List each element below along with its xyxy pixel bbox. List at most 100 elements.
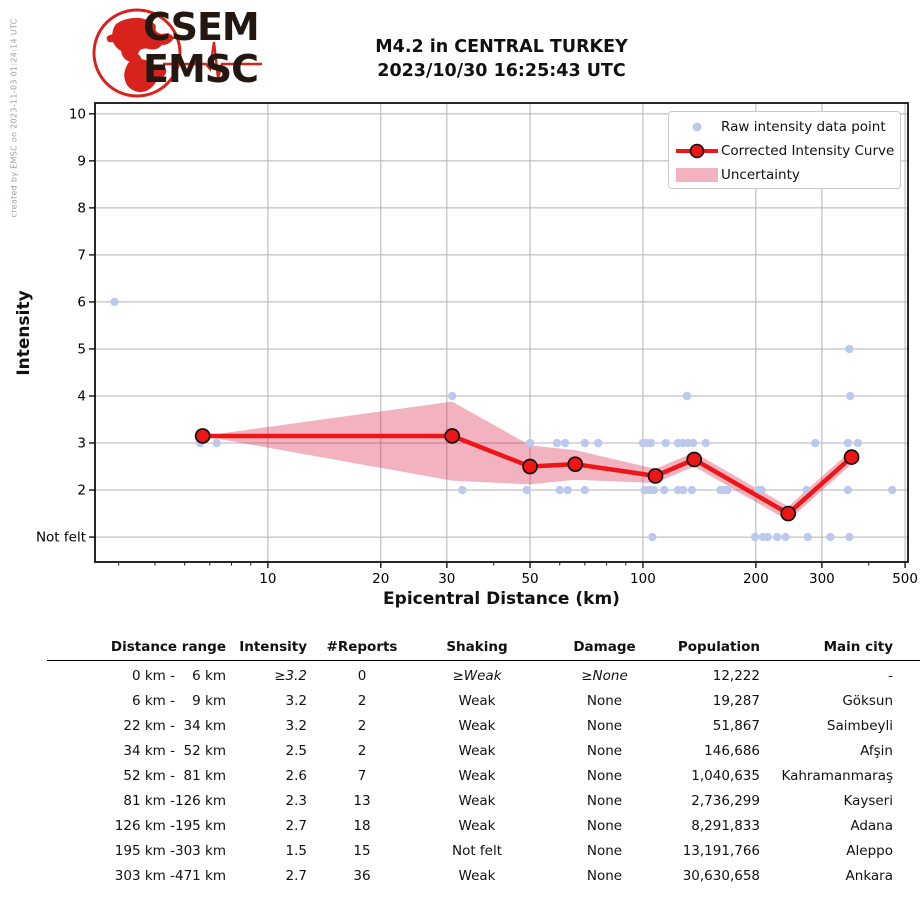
- cell-range-to: 195 km: [175, 817, 227, 834]
- cell-main-city: Kayseri: [843, 792, 893, 809]
- header-distance-range: Distance range: [110, 639, 226, 655]
- curve-point: [522, 458, 538, 475]
- cell-shaking: Weak: [458, 692, 496, 709]
- raw-point: [811, 438, 820, 448]
- table-row: 0 km - 6 km ≥3.2 0 ≥Weak ≥None 12,222 -: [47, 663, 920, 688]
- cell-range-from: 81 km -: [123, 792, 175, 809]
- x-tick-label: 100: [630, 571, 656, 587]
- cell-reports: 18: [353, 817, 371, 834]
- cell-range-to: 303 km: [175, 842, 227, 859]
- cell-shaking: Weak: [458, 867, 496, 884]
- cell-reports: 2: [357, 717, 367, 734]
- cell-range-from: 52 km -: [123, 767, 175, 784]
- cell-reports: 13: [353, 792, 371, 809]
- raw-point: [678, 485, 688, 495]
- raw-point: [552, 438, 562, 448]
- raw-point: [723, 485, 732, 495]
- cell-intensity: 1.5: [285, 842, 307, 859]
- legend-label-curve: Corrected Intensity Curve: [721, 143, 895, 159]
- legend-item-uncertainty: Uncertainty: [673, 163, 900, 187]
- raw-point: [580, 485, 590, 495]
- uncertainty-swatch-icon: [673, 165, 721, 185]
- cell-damage: None: [586, 717, 623, 734]
- curve-point: [780, 505, 797, 522]
- cell-main-city: Ankara: [845, 867, 893, 884]
- y-tick-label: 2: [77, 483, 86, 499]
- cell-damage: None: [586, 767, 623, 784]
- impact-table: Distance range Intensity #Reports Shakin…: [47, 636, 920, 888]
- cell-shaking: Not felt: [451, 842, 503, 859]
- y-tick-label: Not felt: [36, 530, 86, 546]
- cell-damage: None: [586, 842, 623, 859]
- globe-icon: [92, 8, 262, 98]
- cell-range-to: 6 km: [192, 667, 226, 684]
- logo-line-csem: CSEM: [143, 5, 260, 49]
- raw-point-swatch-icon: [673, 117, 721, 137]
- seismogram-trace-icon: [163, 41, 262, 79]
- plot-border: [94, 102, 909, 563]
- cell-population: 1,040,635: [691, 767, 760, 784]
- cell-range-to: 81 km: [183, 767, 226, 784]
- table-row: 81 km -126 km 2.3 13 Weak None 2,736,299 Kayse…: [47, 788, 920, 813]
- cell-intensity: 2.5: [285, 742, 307, 759]
- table-row: 22 km - 34 km 3.2 2 Weak None 51,867 Saimbeyli: [47, 713, 920, 738]
- raw-point: [212, 438, 221, 448]
- header-divider: [47, 660, 920, 661]
- cell-intensity: 2.7: [285, 817, 307, 834]
- title-datetime: 2023/10/30 16:25:43 UTC: [377, 61, 626, 81]
- cell-main-city: Göksun: [842, 692, 893, 709]
- raw-point: [563, 485, 572, 495]
- cell-reports: 15: [353, 842, 371, 859]
- table-body: 0 km - 6 km ≥3.2 0 ≥Weak ≥None 12,222 - 6 km - 9 …: [47, 663, 920, 888]
- cell-range-to: 9 km: [192, 692, 226, 709]
- x-tick-label: 50: [521, 571, 538, 587]
- raw-point: [525, 438, 535, 448]
- x-axis-label: Epicentral Distance (km): [383, 589, 620, 609]
- raw-point: [110, 297, 119, 307]
- cell-range-from: 22 km -: [123, 717, 175, 734]
- raw-point: [594, 438, 603, 448]
- raw-point: [560, 438, 570, 448]
- cell-range-from: 0 km -: [131, 667, 175, 684]
- raw-point: [750, 532, 760, 542]
- header-damage: Damage: [573, 639, 636, 655]
- cell-population: 12,222: [712, 667, 760, 684]
- cell-reports: 7: [357, 767, 367, 784]
- emsc-logo: CSEM EMSC: [88, 6, 288, 98]
- cell-main-city: Saimbeyli: [826, 717, 893, 734]
- cell-damage: None: [586, 792, 623, 809]
- corrected-intensity-curve: [202, 433, 854, 516]
- cell-main-city: Kahramanmaraş: [781, 767, 893, 784]
- cell-reports: 2: [357, 742, 367, 759]
- curve-point: [567, 456, 584, 473]
- cell-shaking: Weak: [458, 742, 496, 759]
- cell-damage: None: [586, 817, 623, 834]
- raw-point: [772, 532, 782, 542]
- cell-range-to: 126 km: [175, 792, 227, 809]
- legend-item-curve: Corrected Intensity Curve: [673, 139, 900, 163]
- y-tick-label: 5: [77, 341, 86, 357]
- cell-range-from: 126 km -: [114, 817, 175, 834]
- cell-main-city: Adana: [850, 817, 893, 834]
- y-tick-label: 4: [77, 388, 86, 404]
- raw-point: [580, 438, 590, 448]
- cell-intensity: 2.6: [285, 767, 307, 784]
- cell-shaking: Weak: [458, 817, 496, 834]
- intensity-distance-chart: 10 20 30 50 100 200 300 500 Not felt 2 3 4 5 6 7 8 9 10: [36, 102, 918, 587]
- cell-reports: 0: [357, 667, 367, 684]
- cell-damage: None: [586, 867, 623, 884]
- x-tick-label: 500: [892, 571, 918, 587]
- cell-intensity: 3.2: [285, 717, 307, 734]
- cell-main-city: Aleppo: [846, 842, 893, 859]
- cell-intensity: ≥3.2: [274, 667, 307, 684]
- table-row: 6 km - 9 km 3.2 2 Weak None 19,287 Göksun: [47, 688, 920, 713]
- cell-population: 51,867: [712, 717, 760, 734]
- raw-point: [701, 438, 710, 448]
- raw-point: [826, 532, 835, 542]
- cell-shaking: Weak: [458, 767, 496, 784]
- raw-point: [447, 391, 457, 401]
- x-tick-label: 30: [438, 571, 455, 587]
- table-row: 195 km -303 km 1.5 15 Not felt None 13,191,76…: [47, 838, 920, 863]
- table-row: 303 km -471 km 2.7 36 Weak None 30,630,658 Ank…: [47, 863, 920, 888]
